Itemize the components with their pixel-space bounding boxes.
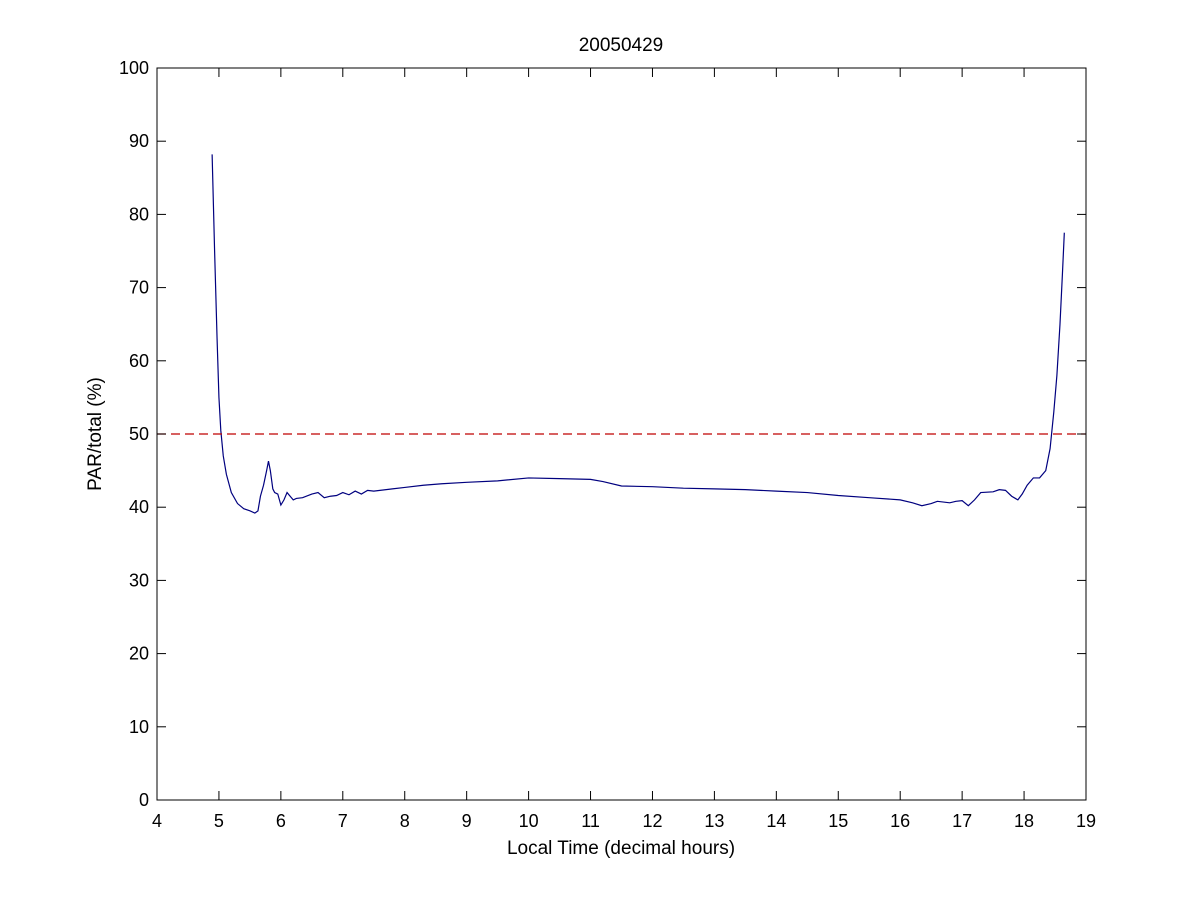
x-axis-title: Local Time (decimal hours) xyxy=(507,838,735,859)
x-tick-label: 10 xyxy=(519,811,539,831)
x-tick-label: 8 xyxy=(400,811,410,831)
x-tick-label: 11 xyxy=(581,811,600,831)
x-tick-label: 19 xyxy=(1076,811,1096,831)
x-tick-label: 6 xyxy=(276,811,286,831)
x-tick-label: 16 xyxy=(890,811,910,831)
y-tick-label: 20 xyxy=(129,644,149,664)
y-tick-label: 30 xyxy=(129,570,149,590)
x-tick-label: 13 xyxy=(704,811,724,831)
x-tick-label: 9 xyxy=(462,811,472,831)
y-axis-title: PAR/total (%) xyxy=(85,377,106,491)
x-tick-label: 15 xyxy=(828,811,848,831)
series-line xyxy=(211,154,1065,514)
y-tick-label: 100 xyxy=(119,58,149,78)
y-tick-label: 70 xyxy=(129,278,149,298)
y-tick-label: 0 xyxy=(139,790,149,810)
y-tick-label: 40 xyxy=(129,497,149,517)
x-tick-label: 17 xyxy=(952,811,972,831)
x-tick-label: 12 xyxy=(642,811,662,831)
y-tick-label: 80 xyxy=(129,204,149,224)
y-tick-label: 10 xyxy=(129,717,149,737)
x-tick-label: 5 xyxy=(214,811,224,831)
y-tick-label: 60 xyxy=(129,351,149,371)
x-tick-label: 18 xyxy=(1014,811,1034,831)
x-tick-label: 4 xyxy=(152,811,162,831)
x-tick-label: 14 xyxy=(766,811,786,831)
y-tick-label: 90 xyxy=(129,131,149,151)
chart-title: 20050429 xyxy=(579,35,664,56)
x-tick-label: 7 xyxy=(338,811,348,831)
y-tick-label: 50 xyxy=(129,424,149,444)
